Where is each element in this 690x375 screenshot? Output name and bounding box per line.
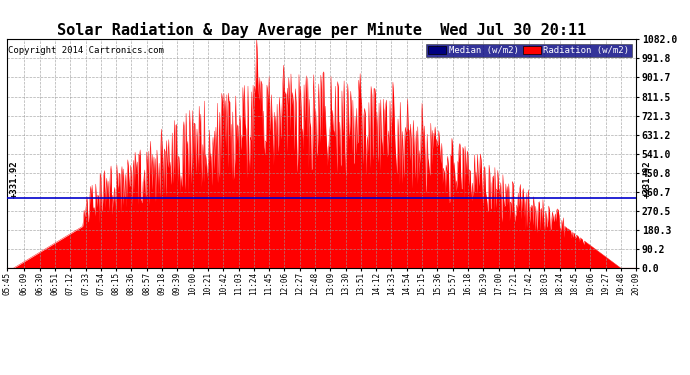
Legend: Median (w/m2), Radiation (w/m2): Median (w/m2), Radiation (w/m2)	[426, 44, 631, 57]
Title: Solar Radiation & Day Average per Minute  Wed Jul 30 20:11: Solar Radiation & Day Average per Minute…	[57, 22, 586, 38]
Text: Copyright 2014 Cartronics.com: Copyright 2014 Cartronics.com	[8, 46, 164, 55]
Text: +331.92: +331.92	[642, 160, 651, 198]
Text: +331.92: +331.92	[10, 160, 19, 198]
